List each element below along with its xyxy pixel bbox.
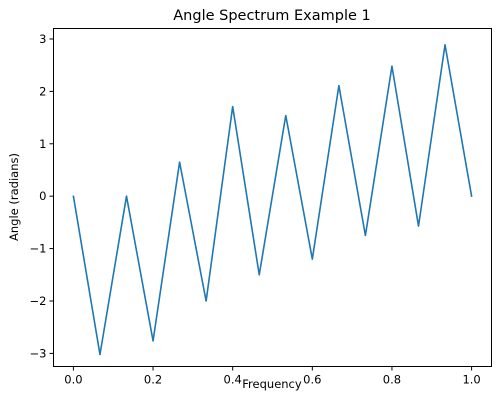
x-tick-label: 1.0 [462,373,480,387]
axes-frame [53,28,492,367]
y-tick-label: 2 [39,84,46,98]
y-tick-label: −1 [30,242,47,256]
x-axis-label: Frequency [242,377,302,391]
data-point [205,300,207,302]
y-tick-label: 3 [39,32,46,46]
x-axis-ticks: 0.0 0.2 0.4 0.6 0.8 1.0 [64,366,481,387]
data-point [364,234,367,237]
y-axis-ticks: −3 −2 −1 0 1 2 3 [30,32,54,360]
y-tick-label: 1 [39,137,46,151]
data-point [99,353,101,356]
x-tick-label: 0.2 [144,373,162,387]
data-point [311,258,314,260]
data-point [391,65,393,68]
chart-title: Angle Spectrum Example 1 [173,8,371,24]
data-point [258,273,261,276]
data-point [284,114,287,117]
y-axis-label: Angle (radians) [7,153,21,241]
x-tick-label: 0.6 [303,373,321,387]
series-line [72,44,473,355]
data-point [470,195,473,197]
data-point [417,225,420,227]
data-point [72,195,75,197]
y-tick-label: 0 [39,189,46,203]
x-tick-label: 0.0 [64,373,82,387]
data-point [338,84,340,87]
data-point [444,43,446,46]
x-tick-label: 0.8 [383,373,401,387]
y-tick-label: −2 [30,294,47,308]
data-point [178,161,181,163]
y-tick-label: −3 [30,346,47,360]
plot-area [72,43,473,356]
data-point [152,340,154,342]
x-tick-label: 0.4 [224,373,242,387]
data-point [231,105,234,108]
data-point [125,195,128,197]
